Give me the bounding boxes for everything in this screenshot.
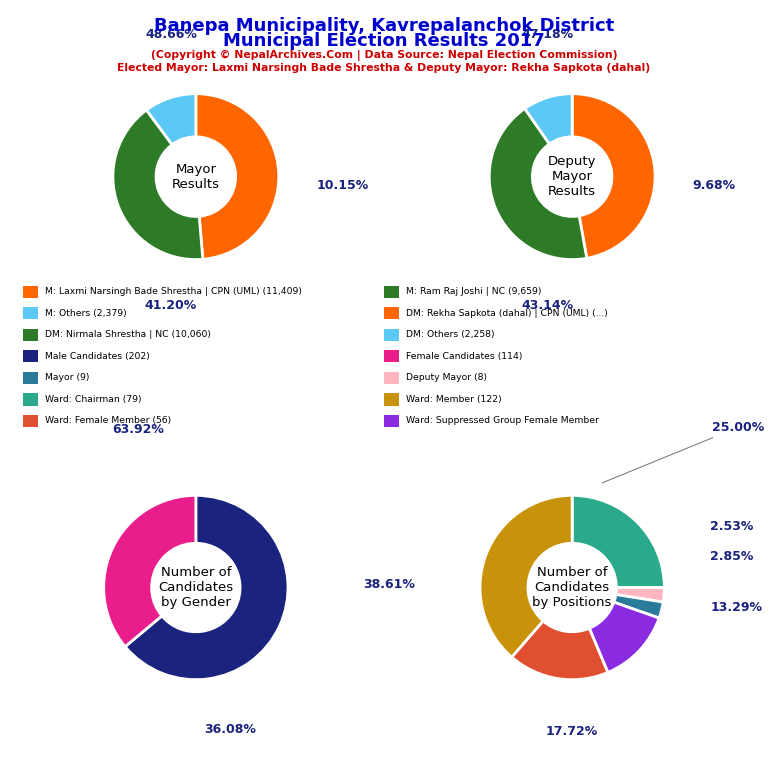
Text: Ward: Member (122): Ward: Member (122) [406, 395, 502, 404]
Wedge shape [511, 621, 607, 680]
Text: 2.53%: 2.53% [710, 520, 753, 533]
Text: Elected Mayor: Laxmi Narsingh Bade Shrestha & Deputy Mayor: Rekha Sapkota (dahal: Elected Mayor: Laxmi Narsingh Bade Shres… [118, 63, 650, 73]
Text: 25.00%: 25.00% [602, 421, 764, 483]
Wedge shape [480, 495, 572, 657]
Text: 38.61%: 38.61% [363, 578, 415, 591]
Wedge shape [572, 495, 664, 588]
Wedge shape [147, 94, 196, 144]
Text: Ward: Chairman (79): Ward: Chairman (79) [45, 395, 141, 404]
Text: 47.18%: 47.18% [521, 28, 574, 41]
Text: Mayor
Results: Mayor Results [172, 163, 220, 190]
Text: 43.14%: 43.14% [521, 300, 574, 313]
Wedge shape [572, 94, 655, 258]
Wedge shape [125, 495, 288, 680]
Text: 13.29%: 13.29% [710, 601, 763, 614]
Text: DM: Nirmala Shrestha | NC (10,060): DM: Nirmala Shrestha | NC (10,060) [45, 330, 210, 339]
Text: 2.85%: 2.85% [710, 550, 753, 563]
Wedge shape [489, 108, 587, 260]
Wedge shape [104, 495, 196, 647]
Text: Banepa Municipality, Kavrepalanchok District: Banepa Municipality, Kavrepalanchok Dist… [154, 17, 614, 35]
Text: (Copyright © NepalArchives.Com | Data Source: Nepal Election Commission): (Copyright © NepalArchives.Com | Data So… [151, 50, 617, 61]
Text: Female Candidates (114): Female Candidates (114) [406, 352, 522, 361]
Wedge shape [196, 94, 279, 260]
Wedge shape [113, 110, 203, 260]
Text: DM: Others (2,258): DM: Others (2,258) [406, 330, 494, 339]
Text: Mayor (9): Mayor (9) [45, 373, 89, 382]
Wedge shape [589, 602, 659, 673]
Wedge shape [614, 594, 663, 618]
Wedge shape [525, 94, 572, 144]
Text: Municipal Election Results 2017: Municipal Election Results 2017 [223, 32, 545, 50]
Text: Number of
Candidates
by Positions: Number of Candidates by Positions [532, 566, 612, 609]
Text: Male Candidates (202): Male Candidates (202) [45, 352, 149, 361]
Text: Deputy Mayor (8): Deputy Mayor (8) [406, 373, 486, 382]
Text: 17.72%: 17.72% [546, 725, 598, 738]
Text: 36.08%: 36.08% [204, 723, 257, 736]
Text: 9.68%: 9.68% [693, 179, 736, 192]
Text: Ward: Suppressed Group Female Member: Ward: Suppressed Group Female Member [406, 416, 598, 425]
Text: 10.15%: 10.15% [316, 179, 369, 192]
Text: M: Laxmi Narsingh Bade Shrestha | CPN (UML) (11,409): M: Laxmi Narsingh Bade Shrestha | CPN (U… [45, 287, 301, 296]
Wedge shape [616, 588, 664, 602]
Text: DM: Rekha Sapkota (dahal) | CPN (UML) (...): DM: Rekha Sapkota (dahal) | CPN (UML) (.… [406, 309, 607, 318]
Text: Number of
Candidates
by Gender: Number of Candidates by Gender [158, 566, 233, 609]
Text: 63.92%: 63.92% [112, 423, 164, 436]
Text: 48.66%: 48.66% [145, 28, 197, 41]
Text: M: Ram Raj Joshi | NC (9,659): M: Ram Raj Joshi | NC (9,659) [406, 287, 541, 296]
Text: 41.20%: 41.20% [145, 300, 197, 313]
Text: Ward: Female Member (56): Ward: Female Member (56) [45, 416, 170, 425]
Text: Deputy
Mayor
Results: Deputy Mayor Results [548, 155, 597, 198]
Text: M: Others (2,379): M: Others (2,379) [45, 309, 126, 318]
